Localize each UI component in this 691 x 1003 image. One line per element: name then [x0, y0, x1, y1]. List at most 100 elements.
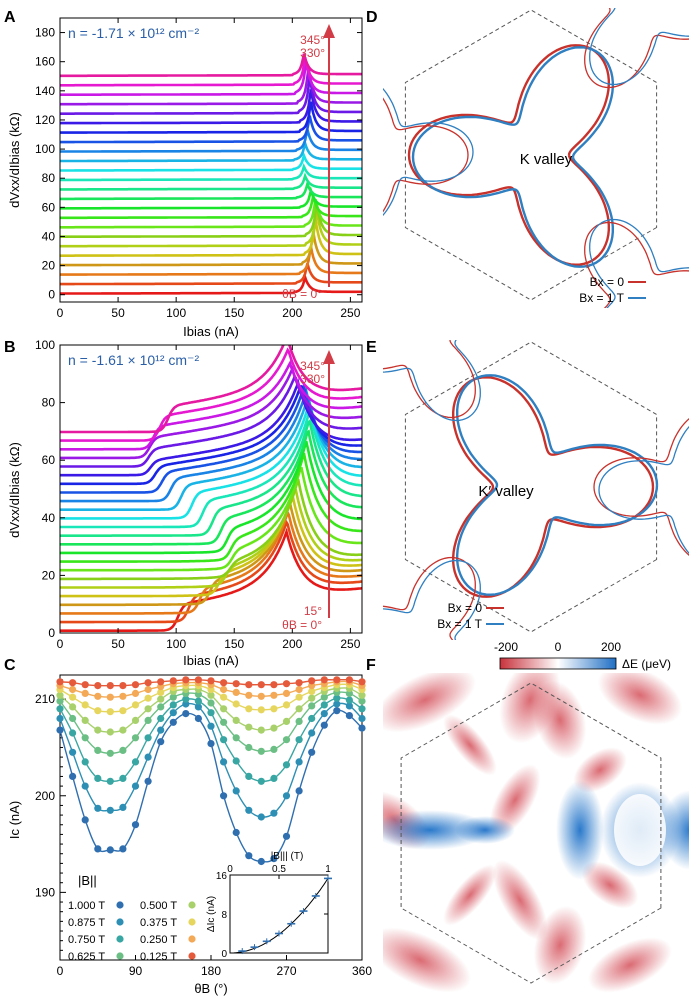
- panel-b-angle-0: θB = 0°: [282, 618, 322, 632]
- panel-c-point: [257, 813, 265, 821]
- panel-c-point: [56, 714, 64, 723]
- panel-a-frame: [59, 17, 363, 303]
- panel-c-legend-label: 0.625 T: [68, 951, 105, 963]
- panel-e-legend-bx1: Bx = 1 T: [437, 617, 482, 631]
- panel-e: E K′ valley Bx = 0 Bx = 1 T: [366, 339, 689, 640]
- panel-c-point: [345, 696, 353, 704]
- panel-b-curve: [60, 409, 362, 529]
- panel-c-ytick-label: 200: [35, 789, 55, 803]
- panel-c-point: [282, 680, 291, 688]
- panel-d-letter: D: [366, 9, 378, 26]
- panel-c-point: [232, 688, 240, 697]
- panel-f-blue-region: [660, 790, 689, 870]
- panel-c-xtick-label: 90: [129, 964, 143, 978]
- panel-c-point: [333, 700, 341, 708]
- panel-c-point: [81, 716, 89, 725]
- panel-c-point: [94, 682, 102, 690]
- panel-c-fit-line: [59, 709, 363, 863]
- panel-c-inset-xlabel: |B||| (T): [271, 851, 304, 862]
- panel-c-point: [220, 758, 228, 766]
- panel-c-point: [119, 682, 127, 690]
- panel-a-ytick-label: 60: [42, 200, 56, 214]
- panel-b-angle-330: 330°: [300, 372, 325, 386]
- panel-b-angle-345: 345°: [300, 359, 325, 373]
- panel-c-point: [56, 705, 64, 713]
- panel-c-point: [94, 692, 102, 700]
- panel-c-point: [157, 678, 165, 686]
- panel-c-point: [81, 734, 89, 742]
- panel-f-cbar-tick-neg: -200: [494, 640, 518, 654]
- panel-a-curve: [60, 115, 362, 144]
- panel-a-curve: [60, 202, 362, 239]
- panel-c-legend-marker: [116, 918, 124, 926]
- panel-c-point: [106, 708, 114, 716]
- panel-f-cbar-tick-pos: 200: [601, 640, 621, 654]
- panel-c-point: [257, 692, 265, 700]
- panel-b-curve: [60, 489, 362, 598]
- panel-c-xtick-label: 180: [201, 964, 221, 978]
- panel-c-point: [270, 724, 278, 732]
- panel-b-axes: 0 50 100 150 200 250 0 20 40 60 80 100: [35, 338, 362, 651]
- panel-f-colorbar: [499, 657, 617, 670]
- panel-b-ylabel: dVxx/dIbias (kΩ): [7, 442, 22, 538]
- panel-c-point: [308, 687, 316, 696]
- panel-c-point: [345, 712, 353, 720]
- panel-c-point: [257, 706, 265, 714]
- panel-f-red-region: [383, 673, 476, 733]
- panel-c-point: [220, 736, 228, 744]
- panel-c-legend-title: |B||: [78, 873, 97, 888]
- panel-c-point: [81, 782, 89, 790]
- panel-c-point: [69, 679, 77, 687]
- panel-d-side-contour-bx0: [383, 97, 469, 213]
- panel-c-point: [245, 852, 253, 860]
- panel-b-xtick-label: 50: [111, 637, 125, 651]
- panel-b-ytick-label: 100: [35, 338, 55, 352]
- panel-c-legend-marker: [188, 918, 196, 926]
- panel-c-point: [169, 677, 177, 685]
- panel-a-axes: 0 50 100 150 200 250 0 20 40 60 80 100 120 140 160 180: [35, 18, 362, 320]
- panel-c-point: [106, 693, 114, 701]
- panel-f-blue-region: [383, 810, 490, 850]
- panel-f-red-region: [597, 673, 683, 725]
- panel-a-ytick-label: 180: [35, 26, 55, 40]
- panel-e-side-contour-bx0: [383, 340, 476, 419]
- panel-c-point: [94, 774, 102, 783]
- panel-c-legend: 1.000 T 0.875 T 0.750 T 0.625 T 0.500 T 0.375…: [68, 900, 196, 963]
- panel-c-xtick-label: 360: [352, 964, 372, 978]
- panel-c-point: [358, 697, 366, 705]
- panel-a-curve: [60, 246, 362, 276]
- panel-c-inset-xtick-label: 0.5: [272, 864, 286, 875]
- panel-c-point: [69, 693, 77, 701]
- panel-b-ytick-label: 80: [42, 396, 56, 410]
- panel-c-point: [69, 703, 77, 711]
- panel-c-point: [207, 722, 215, 730]
- panel-c-point: [131, 758, 140, 766]
- panel-e-side-contour-bx0: [383, 556, 476, 640]
- panel-c-point: [94, 804, 102, 812]
- panel-a-curve: [60, 101, 362, 134]
- panel-c-inset-ytick-label: 16: [216, 871, 228, 882]
- panel-c-inset: 0 0.5 1 0 8 16 |B||| (T) ΔIc (nA): [206, 851, 332, 960]
- panel-c-legend-marker: [116, 935, 124, 943]
- panel-a-curve: [60, 76, 362, 115]
- panel-c-point: [358, 678, 366, 686]
- panel-c-ylabel: Ic (nA): [7, 801, 22, 839]
- panel-c-point: [320, 701, 328, 709]
- panel-e-contour-bx1: [456, 374, 659, 596]
- panel-c-series: [56, 676, 366, 866]
- panel-c-point: [94, 746, 102, 755]
- panel-a-letter: A: [4, 9, 16, 26]
- panel-a-xlabel: Ibias (nA): [183, 324, 239, 339]
- panel-c-point: [245, 743, 253, 752]
- panel-c-point: [131, 681, 140, 689]
- panel-b-density: n = -1.61 × 10¹² cm⁻²: [68, 352, 199, 368]
- panel-c-legend-label: 0.375 T: [140, 917, 177, 929]
- panel-c-point: [169, 718, 177, 726]
- panel-a-curve: [60, 272, 362, 295]
- panel-c-point: [182, 695, 190, 703]
- panel-c-point: [295, 758, 303, 766]
- panel-a-density: n = -1.71 × 10¹² cm⁻²: [68, 25, 199, 41]
- panel-c-point: [257, 857, 265, 866]
- panel-c-point: [157, 738, 165, 746]
